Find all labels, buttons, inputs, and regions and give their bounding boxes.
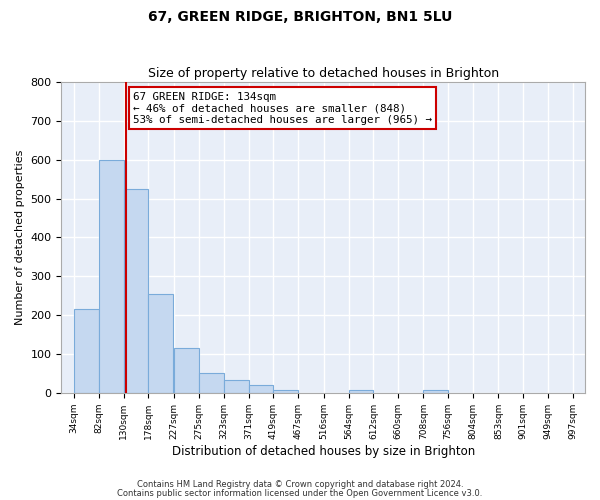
Text: 67 GREEN RIDGE: 134sqm
← 46% of detached houses are smaller (848)
53% of semi-de: 67 GREEN RIDGE: 134sqm ← 46% of detached…	[133, 92, 432, 125]
Bar	[174, 348, 199, 393]
X-axis label: Distribution of detached houses by size in Brighton: Distribution of detached houses by size …	[172, 444, 475, 458]
Bar	[224, 380, 248, 393]
Text: 67, GREEN RIDGE, BRIGHTON, BN1 5LU: 67, GREEN RIDGE, BRIGHTON, BN1 5LU	[148, 10, 452, 24]
Bar	[349, 390, 373, 393]
Bar	[124, 189, 148, 393]
Bar	[274, 390, 298, 393]
Y-axis label: Number of detached properties: Number of detached properties	[15, 150, 25, 325]
Text: Contains public sector information licensed under the Open Government Licence v3: Contains public sector information licen…	[118, 489, 482, 498]
Bar	[99, 160, 124, 393]
Title: Size of property relative to detached houses in Brighton: Size of property relative to detached ho…	[148, 66, 499, 80]
Bar	[248, 385, 274, 393]
Bar	[199, 374, 224, 393]
Bar	[148, 294, 173, 393]
Bar	[423, 390, 448, 393]
Text: Contains HM Land Registry data © Crown copyright and database right 2024.: Contains HM Land Registry data © Crown c…	[137, 480, 463, 489]
Bar	[74, 310, 99, 393]
